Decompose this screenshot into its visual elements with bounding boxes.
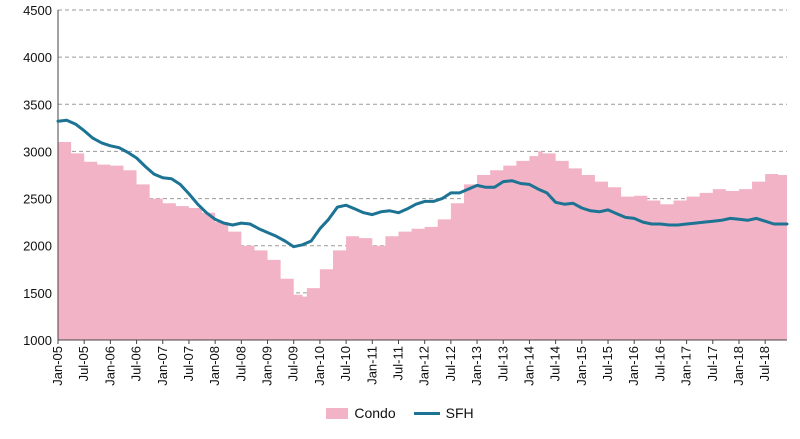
y-tick-labels: 1000 1500 2000 2500 3000 3500 4000 4500 — [23, 3, 52, 348]
x-tick-label: Jul-12 — [443, 346, 458, 381]
condo-area — [58, 142, 787, 340]
condo-swatch — [326, 407, 349, 419]
y-tick-label: 2000 — [23, 239, 52, 254]
y-tick-label: 4500 — [23, 3, 52, 18]
y-tick-label: 1500 — [23, 286, 52, 301]
sfh-swatch — [413, 411, 440, 415]
x-tick-label: Jul-14 — [548, 346, 563, 381]
x-tick-label: Jan-11 — [364, 346, 379, 385]
x-tick-label: Jan-13 — [469, 346, 484, 386]
x-tick-label: Jan-12 — [417, 346, 432, 386]
x-tick-labels: Jan-05 Jul-05 Jan-06 Jul-06 Jan-07 Jul-07 Jan-… — [50, 340, 772, 386]
y-tick-label: 3000 — [23, 144, 52, 159]
sfh-line — [56, 118, 789, 249]
x-tick-label: Jan-10 — [312, 346, 327, 386]
x-tick-label: Jul-08 — [233, 346, 248, 381]
legend-label-condo: Condo — [354, 405, 396, 421]
y-tick-label: 1000 — [23, 333, 52, 348]
x-tick-label: Jan-06 — [102, 346, 117, 386]
y-tick-label: 2500 — [23, 192, 52, 207]
legend-label-sfh: SFH — [445, 405, 474, 421]
x-tick-label: Jul-10 — [338, 346, 353, 381]
x-tick-label: Jul-16 — [652, 346, 667, 381]
x-tick-label: Jan-14 — [521, 346, 536, 386]
x-tick-label: Jul-09 — [286, 346, 301, 381]
legend-item-condo: Condo — [326, 405, 396, 421]
sfh-line-layer — [56, 118, 789, 249]
x-tick-label: Jul-06 — [129, 346, 144, 381]
x-tick-label: Jan-08 — [207, 346, 222, 386]
axes — [57, 10, 787, 341]
legend-item-sfh: SFH — [413, 405, 474, 421]
x-tick-label: Jul-05 — [76, 346, 91, 381]
x-tick-label: Jan-18 — [731, 346, 746, 386]
x-tick-label: Jan-07 — [155, 346, 170, 386]
condo-area-layer — [58, 142, 787, 340]
x-tick-label: Jul-13 — [495, 346, 510, 381]
x-tick-label: Jan-09 — [260, 346, 275, 386]
y-tick-label: 3500 — [23, 97, 52, 112]
x-tick-label: Jan-17 — [679, 346, 694, 386]
legend: Condo SFH — [0, 405, 800, 421]
y-tick-label: 4000 — [23, 50, 52, 65]
x-tick-label: Jul-15 — [600, 346, 615, 381]
x-tick-label: Jul-18 — [757, 346, 772, 381]
x-tick-label: Jan-15 — [574, 346, 589, 386]
x-tick-label: Jan-05 — [50, 346, 65, 386]
x-tick-label: Jul-17 — [705, 346, 720, 381]
x-tick-label: Jan-16 — [626, 346, 641, 386]
x-tick-label: Jul-07 — [181, 346, 196, 381]
x-tick-label: Jul-11 — [390, 346, 405, 380]
